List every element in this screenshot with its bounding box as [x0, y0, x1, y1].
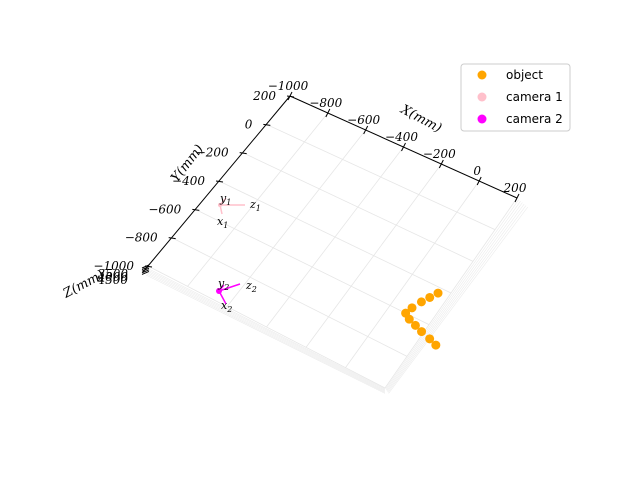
grid-line-y-6: [147, 265, 386, 389]
x-tick-label-5: 0: [473, 164, 481, 178]
grid-line-y-4: [195, 208, 430, 326]
camera-1-x-label: x1: [217, 215, 228, 230]
x-tick-label-1: −800: [309, 96, 342, 110]
object-point-6: [410, 320, 420, 330]
z-tick-mark-0: [141, 264, 150, 269]
z-pane-edge-bottom-4: [145, 271, 386, 392]
z-pane-edge-right-3: [386, 202, 523, 391]
y-tick-mark-5: [168, 237, 176, 240]
x-tick-mark-4: [438, 159, 444, 169]
grid-line-y-3: [218, 180, 452, 294]
z-pane-edge-bottom-3: [145, 270, 386, 391]
y-tick-label-4: −600: [148, 202, 181, 216]
y-tick-label-2: −200: [196, 146, 229, 160]
y-tick-label-3: −400: [172, 174, 205, 188]
x-tick-mark-6: [514, 193, 520, 203]
z-tick-mark-1: [141, 266, 150, 271]
legend-label-camera-2: camera 2: [506, 112, 563, 126]
x-tick-label-0: −1000: [268, 79, 309, 93]
legend-marker-object: [477, 70, 487, 80]
z-pane-edge-right-5: [387, 205, 527, 393]
legend-marker-camera-1: [477, 92, 487, 102]
y-tick-label-5: −800: [125, 231, 158, 245]
z-tick-label-1: 4000: [96, 270, 128, 284]
z-pane-edge-right-4: [387, 203, 525, 392]
z-tick-mark-3: [141, 269, 150, 274]
camera-1-marker: y1 z1 x1: [217, 192, 261, 230]
object-point-1: [425, 292, 435, 302]
legend: object camera 1 camera 2: [460, 63, 571, 132]
x-tick-mark-3: [401, 142, 406, 152]
object-point-9: [431, 340, 441, 350]
y-tick-mark-1: [263, 123, 271, 126]
object-point-7: [417, 327, 427, 337]
camera-2-marker: y2 z2 x2: [216, 277, 257, 314]
legend-label-object: object: [506, 68, 543, 82]
x-tick-mark-5: [476, 176, 482, 186]
z-tick-mark-2: [141, 267, 150, 272]
y-tick-label-0: 200: [252, 89, 276, 103]
z-tick-label-2: 4500: [96, 273, 128, 287]
x-ticks: −1000−800 −600 −400 −200 0 200: [268, 79, 527, 203]
x-tick-mark-1: [325, 108, 331, 118]
object-series: [401, 288, 443, 350]
object-point-3: [407, 303, 417, 313]
x-tick-label-4: −200: [423, 147, 456, 161]
y-tick-mark-4: [192, 208, 200, 211]
camera-2-x-label: x2: [221, 299, 232, 314]
y-tick-label-6: −1000: [93, 259, 134, 273]
object-point-0: [433, 288, 443, 298]
z-tick-mark-4: [141, 270, 150, 275]
y-tick-mark-2: [239, 152, 247, 155]
grid-line-y-5: [171, 237, 408, 357]
legend-box: [460, 63, 571, 132]
y-ticks: 200 0 −200 −400 −600 −800 −1000: [93, 89, 295, 273]
pane-grid: [145, 95, 529, 394]
z-pane-edge-bottom-6: [145, 274, 386, 394]
object-point-8: [425, 334, 435, 344]
camera-1-z-label: z1: [249, 198, 261, 213]
object-point-2: [416, 297, 426, 307]
grid-line-y-1: [266, 123, 496, 231]
z-pane-edge-bottom-1: [145, 267, 386, 390]
z-pane-edge-bottom-2: [145, 268, 386, 391]
y-tick-label-1: 0: [245, 117, 253, 131]
z-tick-label-0: 3500: [97, 267, 128, 281]
x-tick-mark-2: [363, 125, 369, 135]
z-pane-edge-right-2: [385, 200, 521, 390]
x-tick-label-6: 200: [503, 181, 527, 195]
x-tick-label-3: −400: [385, 130, 418, 144]
z-pane-edge-right-6: [388, 206, 529, 394]
legend-marker-camera-2: [477, 114, 487, 124]
camera-2-z-label: z2: [245, 279, 257, 294]
camera-2-y-label: y2: [217, 277, 229, 292]
camera-1-y-label: y1: [219, 192, 231, 207]
y-tick-mark-0: [286, 95, 295, 98]
x-tick-label-2: −600: [347, 113, 380, 127]
grid-line-y-2: [242, 152, 474, 262]
z-pane-edge-right-1: [385, 199, 520, 390]
z-pane-edge-bottom-5: [145, 273, 386, 393]
object-point-5: [404, 314, 414, 324]
legend-label-camera-1: camera 1: [506, 90, 563, 104]
y-tick-mark-3: [215, 180, 224, 183]
